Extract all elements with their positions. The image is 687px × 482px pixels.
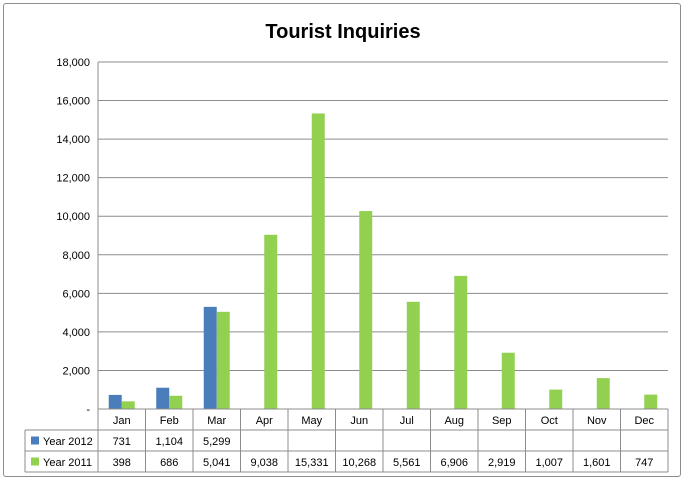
bar-year-2012-mar: [203, 306, 217, 409]
data-label: 5,299: [203, 436, 231, 448]
x-tick-label: Aug: [444, 415, 464, 427]
bar-year-2011-jul: [406, 301, 420, 409]
y-tick-label: 8,000: [62, 250, 90, 262]
chart-svg: Tourist Inquiries - 2,000 4,000 6,000 8,000 1…: [24, 21, 669, 473]
bar-year-2012-feb: [156, 387, 170, 409]
bar-year-2012-jan: [108, 394, 122, 409]
data-label: 9,038: [250, 457, 278, 469]
bar-year-2011-apr: [264, 234, 278, 409]
bar-year-2011-jan: [121, 401, 135, 409]
chart-frame: Tourist Inquiries - 2,000 4,000 6,000 8,000 1…: [3, 3, 681, 477]
x-tick-label: Nov: [587, 415, 607, 427]
x-tick-label: Oct: [541, 415, 558, 427]
bar-year-2011-sep: [501, 352, 515, 409]
x-tick-label: May: [301, 415, 322, 427]
y-tick-label: 16,000: [56, 96, 90, 108]
y-tick-label: 2,000: [62, 365, 90, 377]
y-tick-label: -: [86, 404, 90, 416]
data-label: 6,906: [440, 457, 468, 469]
data-label: 15,331: [295, 457, 329, 469]
x-tick-label: Mar: [207, 415, 226, 427]
data-label: 731: [113, 436, 131, 448]
x-tick-label: Jan: [113, 415, 131, 427]
bar-year-2011-may: [311, 113, 325, 409]
x-tick-label: Sep: [492, 415, 512, 427]
data-label: 5,561: [393, 457, 421, 469]
y-tick-label: 12,000: [56, 173, 90, 185]
x-tick-label: Jul: [400, 415, 414, 427]
y-tick-label: 6,000: [62, 288, 90, 300]
legend-key: [31, 457, 39, 466]
x-tick-label: Dec: [634, 415, 654, 427]
y-tick-label: 4,000: [62, 327, 90, 339]
data-label: 747: [635, 457, 653, 469]
data-label: 10,268: [342, 457, 376, 469]
bar-year-2011-mar: [216, 311, 230, 409]
chart-title: Tourist Inquiries: [265, 21, 420, 43]
x-tick-label: Jun: [350, 415, 368, 427]
bar-year-2011-aug: [454, 275, 468, 409]
data-label: 1,007: [535, 457, 563, 469]
bar-year-2011-nov: [596, 378, 610, 409]
data-label: 1,104: [155, 436, 183, 448]
legend-key: [31, 436, 39, 445]
bar-year-2011-feb: [169, 395, 183, 409]
y-tick-label: 14,000: [56, 134, 90, 146]
y-tick-label: 18,000: [56, 57, 90, 69]
x-tick-label: Apr: [256, 415, 273, 427]
data-label: 398: [113, 457, 131, 469]
data-label: 1,601: [583, 457, 611, 469]
bar-year-2011-oct: [549, 389, 563, 409]
data-label: 686: [160, 457, 178, 469]
bar-year-2011-dec: [644, 394, 658, 409]
data-label: 5,041: [203, 457, 231, 469]
legend-entry: Year 2012: [43, 436, 93, 448]
legend-entry: Year 2011: [43, 457, 92, 469]
y-tick-label: 10,000: [56, 211, 90, 223]
data-label: 2,919: [488, 457, 516, 469]
x-tick-label: Feb: [160, 415, 179, 427]
bar-year-2011-jun: [359, 211, 373, 409]
